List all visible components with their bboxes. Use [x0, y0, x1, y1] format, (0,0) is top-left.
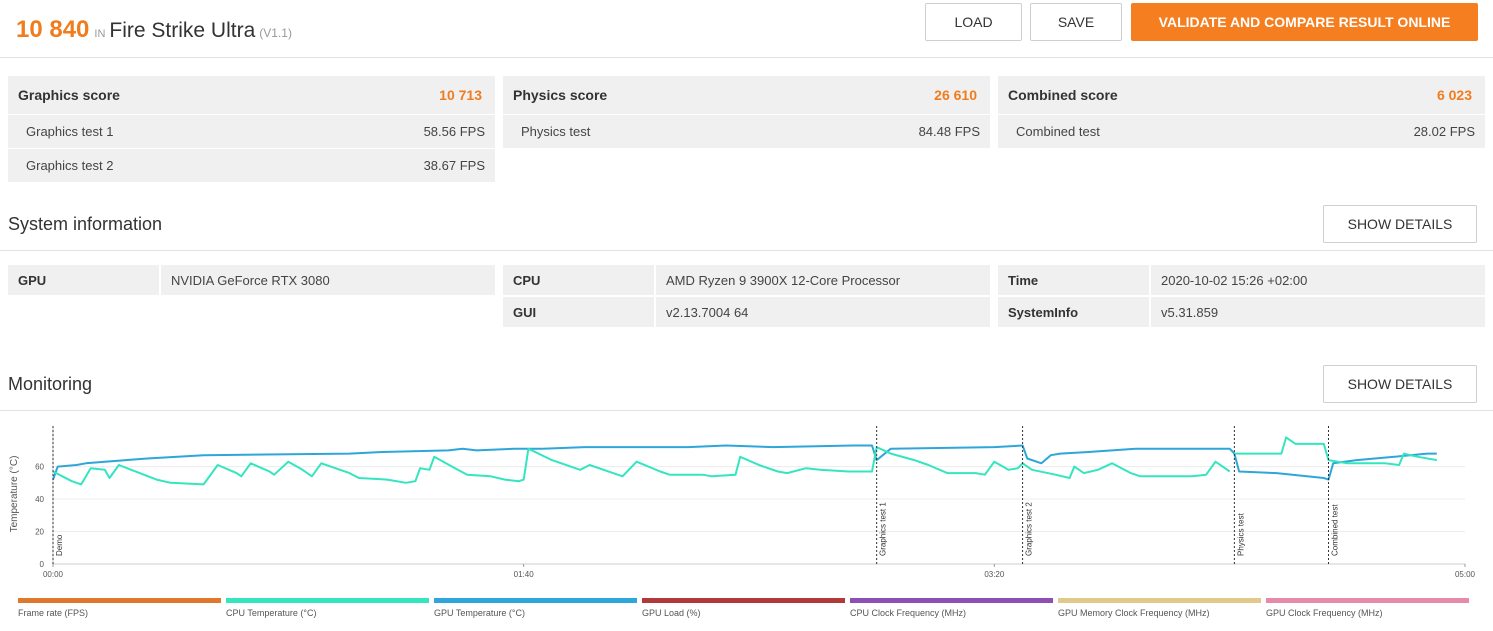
physics-test-row: Physics test 84.48 FPS	[503, 114, 990, 148]
y-tick-label: 40	[35, 495, 44, 504]
series-line-1	[52, 446, 1231, 486]
cpu-key: CPU	[503, 265, 656, 295]
x-tick-label: 05:00	[1455, 570, 1476, 579]
system-show-details-button[interactable]: SHOW DETAILS	[1323, 205, 1477, 243]
system-info-title: System information	[8, 214, 163, 234]
benchmark-name: Fire Strike Ultra	[109, 19, 256, 42]
time-key: Time	[998, 265, 1151, 295]
monitoring-divider	[0, 410, 1493, 411]
test-marker-label: Demo	[55, 534, 64, 556]
graphics-score-value: 10 713	[439, 87, 482, 103]
graphics-test-1-row: Graphics test 1 58.56 FPS	[8, 114, 495, 148]
graphics-score-header: Graphics score 10 713	[8, 76, 495, 114]
overall-score: 10 840	[16, 16, 90, 43]
combined-score-header: Combined score 6 023	[998, 76, 1485, 114]
graphics-test-2-label: Graphics test 2	[26, 158, 114, 173]
legend-color-bar	[850, 598, 1053, 603]
legend-item[interactable]: GPU Clock Frequency (MHz)	[1266, 598, 1469, 618]
series-line-2	[1234, 436, 1437, 466]
graphics-test-2-value: 38.67 FPS	[423, 158, 485, 173]
gui-info-row: GUI v2.13.7004 64	[503, 297, 990, 327]
y-axis-label: Temperature (°C)	[9, 456, 20, 533]
test-marker-label: Combined test	[1331, 504, 1340, 556]
legend-label: CPU Temperature (°C)	[226, 608, 317, 618]
cpu-value: AMD Ryzen 9 3900X 12-Core Processor	[666, 272, 901, 288]
legend-color-bar	[226, 598, 429, 603]
benchmark-version: (V1.1)	[259, 26, 292, 40]
legend-label: GPU Clock Frequency (MHz)	[1266, 608, 1383, 618]
combined-score-panel: Combined score 6 023 Combined test 28.02…	[998, 76, 1485, 148]
graphics-score-label: Graphics score	[18, 87, 120, 103]
legend-item[interactable]: Frame rate (FPS)	[18, 598, 221, 618]
legend-label: GPU Temperature (°C)	[434, 608, 525, 618]
y-tick-label: 20	[35, 528, 44, 537]
time-info-row: Time 2020-10-02 15:26 +02:00	[998, 265, 1485, 295]
graphics-test-2-row: Graphics test 2 38.67 FPS	[8, 148, 495, 182]
combined-test-value: 28.02 FPS	[1413, 124, 1475, 139]
y-tick-label: 0	[40, 560, 45, 569]
time-value: 2020-10-02 15:26 +02:00	[1161, 272, 1308, 288]
physics-test-label: Physics test	[521, 124, 591, 139]
result-header: 10 840 IN Fire Strike Ultra (V1.1) LOAD …	[0, 0, 1493, 58]
legend-label: CPU Clock Frequency (MHz)	[850, 608, 967, 618]
legend-color-bar	[1058, 598, 1261, 603]
combined-test-label: Combined test	[1016, 124, 1100, 139]
graphics-score-panel: Graphics score 10 713 Graphics test 1 58…	[8, 76, 495, 182]
cpu-info-row: CPU AMD Ryzen 9 3900X 12-Core Processor	[503, 265, 990, 295]
gpu-key: GPU	[8, 265, 161, 295]
score-in-label: IN	[94, 28, 106, 40]
chart-legend: Frame rate (FPS) CPU Temperature (°C) GPU …	[18, 598, 1469, 618]
systeminfo-key: SystemInfo	[998, 297, 1151, 327]
gui-key: GUI	[503, 297, 656, 327]
systeminfo-value: v5.31.859	[1161, 304, 1219, 320]
physics-score-panel: Physics score 26 610 Physics test 84.48 …	[503, 76, 990, 148]
legend-color-bar	[434, 598, 637, 603]
legend-item[interactable]: GPU Temperature (°C)	[434, 598, 637, 618]
y-tick-label: 60	[35, 463, 44, 472]
save-button[interactable]: SAVE	[1030, 3, 1122, 41]
x-tick-label: 00:00	[43, 570, 64, 579]
test-marker-label: Graphics test 2	[1025, 502, 1034, 556]
load-button[interactable]: LOAD	[925, 3, 1022, 41]
legend-item[interactable]: CPU Temperature (°C)	[226, 598, 429, 618]
graphics-test-1-label: Graphics test 1	[26, 124, 114, 139]
gpu-info-row: GPU NVIDIA GeForce RTX 3080	[8, 265, 495, 295]
x-tick-label: 01:40	[514, 570, 535, 579]
system-info-divider	[0, 250, 1493, 251]
legend-color-bar	[18, 598, 221, 603]
legend-color-bar	[642, 598, 845, 603]
combined-score-label: Combined score	[1008, 87, 1118, 103]
legend-item[interactable]: GPU Load (%)	[642, 598, 845, 618]
gui-value: v2.13.7004 64	[666, 304, 749, 320]
series-line-0	[52, 444, 1437, 481]
physics-score-value: 26 610	[934, 87, 977, 103]
validate-compare-button[interactable]: VALIDATE AND COMPARE RESULT ONLINE	[1131, 3, 1478, 41]
legend-item[interactable]: CPU Clock Frequency (MHz)	[850, 598, 1053, 618]
monitoring-title: Monitoring	[8, 374, 93, 394]
combined-test-row: Combined test 28.02 FPS	[998, 114, 1485, 148]
legend-label: GPU Memory Clock Frequency (MHz)	[1058, 608, 1210, 618]
test-marker-label: Graphics test 1	[879, 502, 888, 556]
legend-label: Frame rate (FPS)	[18, 608, 89, 618]
physics-score-label: Physics score	[513, 87, 608, 103]
physics-test-value: 84.48 FPS	[918, 124, 980, 139]
test-marker-label: Physics test	[1236, 513, 1245, 556]
result-title: 10 840 IN Fire Strike Ultra (V1.1)	[16, 16, 292, 44]
gpu-value: NVIDIA GeForce RTX 3080	[171, 272, 330, 288]
legend-item[interactable]: GPU Memory Clock Frequency (MHz)	[1058, 598, 1261, 618]
systeminfo-info-row: SystemInfo v5.31.859	[998, 297, 1485, 327]
legend-label: GPU Load (%)	[642, 608, 701, 618]
combined-score-value: 6 023	[1436, 87, 1472, 103]
x-tick-label: 03:20	[984, 570, 1005, 579]
graphics-test-1-value: 58.56 FPS	[423, 124, 485, 139]
physics-score-header: Physics score 26 610	[503, 76, 990, 114]
legend-color-bar	[1266, 598, 1469, 603]
monitoring-chart: Temperature (°C) 0 20 40 60 00:00 01:40 03:20 0…	[9, 426, 1476, 579]
monitoring-show-details-button[interactable]: SHOW DETAILS	[1323, 365, 1477, 403]
